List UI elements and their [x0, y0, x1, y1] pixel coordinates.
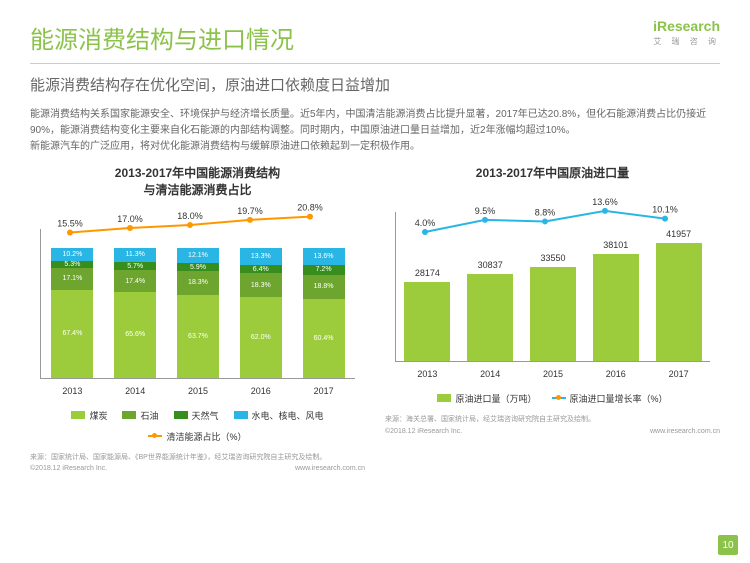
bar-group: 60.4%18.8%7.2%13.6%2017: [303, 248, 345, 378]
bar-segment-clean: 11.3%: [114, 248, 156, 263]
bar-value: 28174: [404, 268, 450, 278]
chart2-legend: 原油进口量（万吨） 原油进口量增长率（%）: [385, 392, 720, 405]
url-text: www.iresearch.com.cn: [650, 428, 720, 435]
bar-group: 67.4%17.1%5.3%10.2%2013: [51, 248, 93, 378]
chart2-bars: 281742013 308372014 335502015 381012016 4195…: [395, 212, 710, 362]
brand-sub: 艾 瑞 咨 询: [653, 36, 720, 47]
svg-text:18.0%: 18.0%: [177, 211, 203, 221]
chart-left: 2013-2017年中国能源消费结构与清洁能源消费占比 67.4%17.1%5.…: [30, 165, 365, 472]
chart-right: 2013-2017年中国原油进口量 2817420133083720143355…: [385, 165, 720, 472]
bar-segment-oil: 17.1%: [51, 268, 93, 290]
category-label: 2016: [240, 386, 282, 396]
bar-segment-coal: 60.4%: [303, 299, 345, 378]
bar-segment-coal: 67.4%: [51, 290, 93, 378]
bar-group: 281742013: [404, 282, 450, 361]
legend-item: 天然气: [174, 409, 219, 422]
bar-segment-clean: 12.1%: [177, 248, 219, 264]
bar-segment-gas: 7.2%: [303, 265, 345, 274]
svg-text:15.5%: 15.5%: [57, 218, 83, 228]
svg-text:13.6%: 13.6%: [592, 197, 618, 207]
bar-group: 308372014: [467, 274, 513, 360]
bar-group: 381012016: [593, 254, 639, 361]
bar-group: 62.0%18.3%6.4%13.3%2016: [240, 248, 282, 378]
chart1-legend: 煤炭 石油 天然气 水电、核电、风电.line-swatch::after{backg…: [30, 409, 365, 443]
bar-segment-clean: 10.2%: [51, 248, 93, 261]
legend-item: 原油进口量增长率（%）: [552, 392, 668, 405]
legend-item: 原油进口量（万吨）: [437, 392, 536, 405]
bar-segment-coal: 65.6%: [114, 292, 156, 377]
bar-segment-oil: 18.8%: [303, 275, 345, 299]
category-label: 2016: [593, 369, 639, 379]
bar: [467, 274, 513, 360]
category-label: 2013: [404, 369, 450, 379]
slide: iResearch 艾 瑞 咨 询 能源消费结构与进口情况 能源消费结构存在优化…: [0, 0, 750, 563]
bar: [593, 254, 639, 361]
legend-item: 水电、核电、风电: [234, 409, 324, 422]
charts-container: 2013-2017年中国能源消费结构与清洁能源消费占比 67.4%17.1%5.…: [30, 165, 720, 472]
bar-value: 30837: [467, 260, 513, 270]
description-text: 能源消费结构关系国家能源安全、环境保护与经济增长质量。近5年内，中国清洁能源消费…: [30, 107, 720, 155]
legend-item: 煤炭: [71, 409, 107, 422]
bar-segment-gas: 6.4%: [240, 265, 282, 273]
bar-segment-clean: 13.3%: [240, 248, 282, 265]
bar-value: 33550: [530, 253, 576, 263]
bar-group: 65.6%17.4%5.7%11.3%2014: [114, 248, 156, 378]
chart1-area: 67.4%17.1%5.3%10.2%201365.6%17.4%5.7%11.…: [30, 204, 365, 404]
category-label: 2015: [177, 386, 219, 396]
bar-segment-coal: 62.0%: [240, 297, 282, 378]
bar-value: 38101: [593, 240, 639, 250]
page-number: 10: [718, 535, 738, 555]
chart2-copyright: ©2018.12 iResearch Inc. www.iresearch.co…: [385, 428, 720, 435]
bar-segment-gas: 5.9%: [177, 263, 219, 271]
bar-segment-clean: 13.6%: [303, 248, 345, 266]
bar-segment-gas: 5.7%: [114, 262, 156, 269]
svg-text:17.0%: 17.0%: [117, 214, 143, 224]
bar-group: 419572017: [656, 243, 702, 360]
chart1-bars: 67.4%17.1%5.3%10.2%2013 65.6%17.4%5.7%11.…: [40, 229, 355, 379]
legend-item: 石油: [122, 409, 158, 422]
bar-segment-gas: 5.3%: [51, 261, 93, 268]
copyright-text: ©2018.12 iResearch Inc.: [385, 428, 462, 435]
url-text: www.iresearch.com.cn: [295, 465, 365, 472]
divider: [30, 63, 720, 64]
brand-logo: iResearch 艾 瑞 咨 询: [653, 18, 720, 47]
chart2-source: 来源：海关总署、国家统计局，经艾瑞咨询研究院自主研究及绘制。: [385, 415, 720, 425]
chart2-title: 2013-2017年中国原油进口量: [385, 165, 720, 182]
category-label: 2014: [114, 386, 156, 396]
category-label: 2017: [656, 369, 702, 379]
brand-name: iResearch: [653, 18, 720, 34]
chart1-title: 2013-2017年中国能源消费结构与清洁能源消费占比: [30, 165, 365, 199]
chart1-source: 来源：国家统计局、国家能源局、《BP世界能源统计年鉴》，经艾瑞咨询研究院自主研究…: [30, 453, 365, 463]
svg-text:19.7%: 19.7%: [237, 205, 263, 215]
bar-segment-coal: 63.7%: [177, 295, 219, 378]
category-label: 2013: [51, 386, 93, 396]
bar-value: 41957: [656, 229, 702, 239]
page-title: 能源消费结构与进口情况: [30, 20, 720, 55]
bar-group: 63.7%18.3%5.9%12.1%2015: [177, 248, 219, 378]
bar: [656, 243, 702, 360]
chart1-copyright: ©2018.12 iResearch Inc. www.iresearch.co…: [30, 465, 365, 472]
page-subtitle: 能源消费结构存在优化空间，原油进口依赖度日益增加: [30, 74, 720, 95]
svg-text:20.8%: 20.8%: [297, 204, 323, 213]
chart2-area: 2817420133083720143355020153810120164195…: [385, 187, 720, 387]
category-label: 2014: [467, 369, 513, 379]
bar: [530, 267, 576, 361]
bar-segment-oil: 18.3%: [177, 271, 219, 295]
category-label: 2017: [303, 386, 345, 396]
category-label: 2015: [530, 369, 576, 379]
legend-item: .line-swatch::after{background:#ff9800}清…: [148, 430, 246, 443]
bar-segment-oil: 17.4%: [114, 270, 156, 293]
bar-segment-oil: 18.3%: [240, 273, 282, 297]
bar: [404, 282, 450, 361]
copyright-text: ©2018.12 iResearch Inc.: [30, 465, 107, 472]
bar-group: 335502015: [530, 267, 576, 361]
